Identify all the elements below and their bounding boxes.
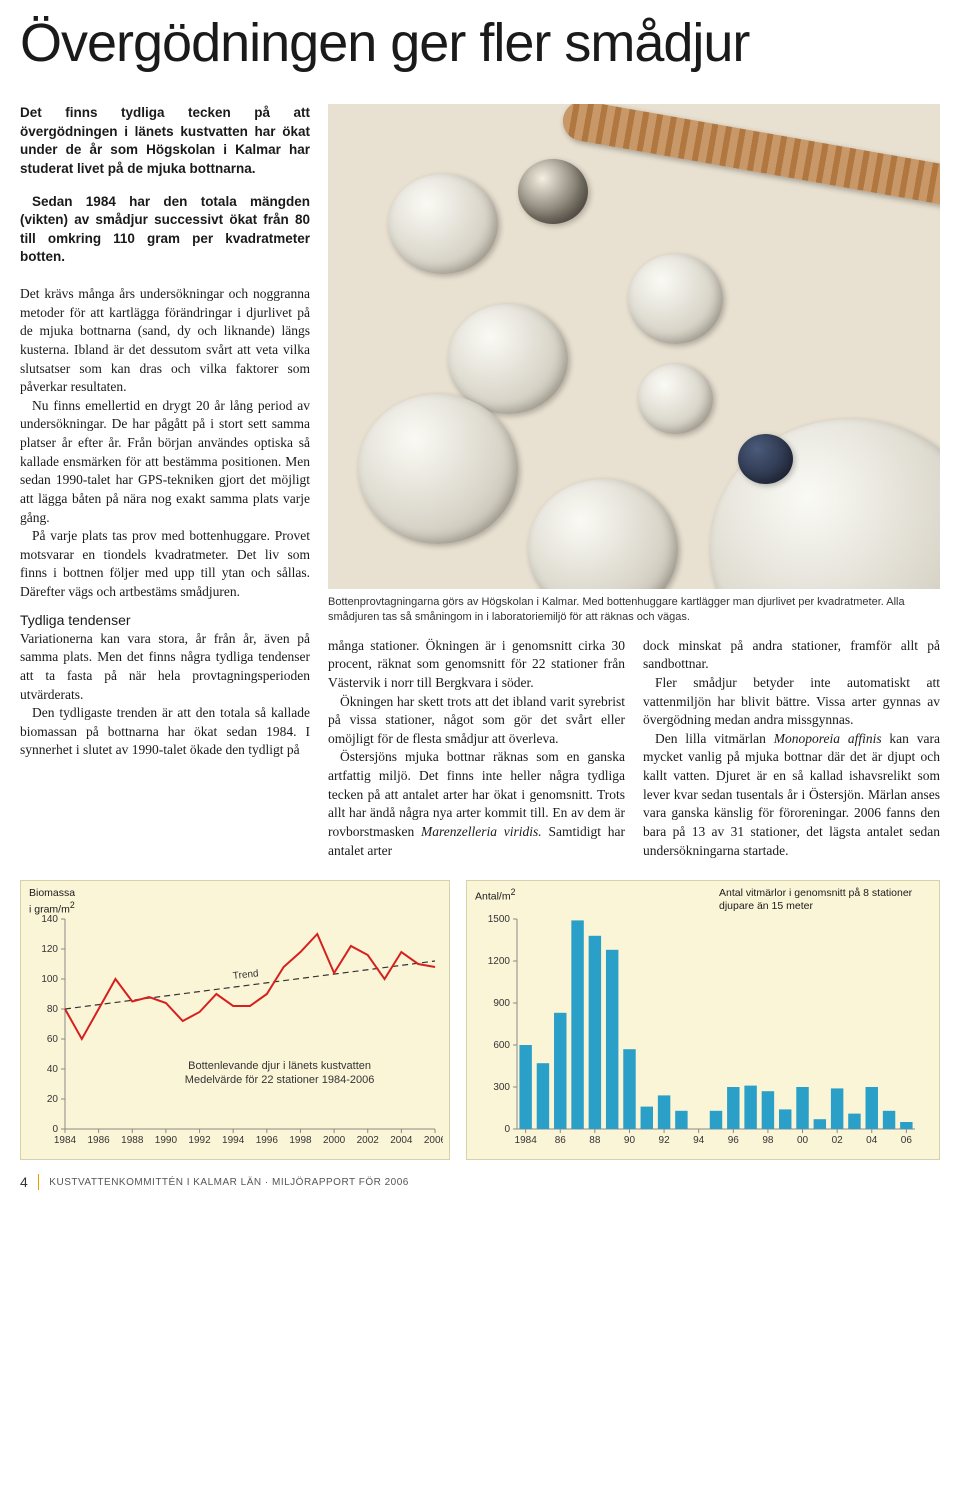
chart2-title: Antal vitmärlor i genomsnitt på 8 statio…	[719, 887, 919, 912]
svg-text:1990: 1990	[155, 1135, 178, 1146]
subheading-tendenser: Tydliga tendenser	[20, 612, 310, 628]
svg-text:1984: 1984	[54, 1135, 77, 1146]
svg-text:0: 0	[504, 1124, 510, 1135]
svg-text:1200: 1200	[488, 956, 511, 967]
page-footer: 4 KUSTVATTENKOMMITTÉN I KALMAR LÄN · MIL…	[20, 1174, 940, 1190]
main-content: Det finns tydliga tecken på att övergödn…	[20, 104, 940, 860]
left-column: Det finns tydliga tecken på att övergödn…	[20, 104, 310, 860]
col2-p1: många stationer. Ökningen är i genomsnit…	[328, 637, 625, 693]
charts-row: Biomassa i gram/m2 020406080100120140198…	[20, 880, 940, 1160]
vitmärlor-bar-chart: Antal/m2 Antal vitmärlor i genomsnitt på…	[466, 880, 940, 1160]
svg-text:1994: 1994	[222, 1135, 245, 1146]
body-paragraph-5: Den tydligaste trenden är att den totala…	[20, 704, 310, 760]
svg-text:94: 94	[693, 1135, 705, 1146]
biomass-svg: 0204060801001201401984198619881990199219…	[29, 891, 443, 1149]
svg-text:1986: 1986	[88, 1135, 111, 1146]
svg-text:1996: 1996	[256, 1135, 279, 1146]
biomass-line-chart: Biomassa i gram/m2 020406080100120140198…	[20, 880, 450, 1160]
photo-seabed-sample	[328, 104, 940, 589]
svg-text:1998: 1998	[289, 1135, 312, 1146]
svg-text:300: 300	[493, 1082, 510, 1093]
svg-text:1984: 1984	[515, 1135, 538, 1146]
col2-p3: Östersjöns mjuka bottnar räknas som en g…	[328, 748, 625, 860]
column-3: dock minskat på andra stationer, framför…	[643, 637, 940, 861]
body-paragraph-3: På varje plats tas prov med bottenhuggar…	[20, 527, 310, 602]
svg-text:98: 98	[762, 1135, 774, 1146]
intro-paragraph-1: Det finns tydliga tecken på att övergödn…	[20, 104, 310, 179]
svg-text:2004: 2004	[390, 1135, 413, 1146]
svg-text:Bottenlevande djur i länets ku: Bottenlevande djur i länets kustvatten	[188, 1060, 371, 1072]
svg-text:02: 02	[832, 1135, 844, 1146]
svg-text:04: 04	[866, 1135, 878, 1146]
col2-p2: Ökningen har skett trots att det ibland …	[328, 693, 625, 749]
svg-text:80: 80	[47, 1004, 59, 1015]
svg-text:600: 600	[493, 1040, 510, 1051]
footer-divider	[38, 1174, 39, 1190]
right-area: Bottenprovtagningarna görs av Högskolan …	[328, 104, 940, 860]
svg-text:60: 60	[47, 1034, 59, 1045]
svg-text:88: 88	[589, 1135, 601, 1146]
column-2: många stationer. Ökningen är i genomsnit…	[328, 637, 625, 861]
svg-text:0: 0	[52, 1124, 58, 1135]
svg-text:20: 20	[47, 1094, 59, 1105]
svg-text:00: 00	[797, 1135, 809, 1146]
svg-text:100: 100	[41, 974, 58, 985]
svg-text:1988: 1988	[121, 1135, 144, 1146]
page-number: 4	[20, 1174, 28, 1190]
svg-text:1500: 1500	[488, 914, 511, 925]
svg-text:2006: 2006	[424, 1135, 443, 1146]
photo-caption: Bottenprovtagningarna görs av Högskolan …	[328, 595, 940, 625]
svg-text:86: 86	[555, 1135, 567, 1146]
svg-text:1992: 1992	[188, 1135, 211, 1146]
svg-text:96: 96	[728, 1135, 740, 1146]
page-title: Övergödningen ger fler smådjur	[20, 12, 940, 74]
intro-paragraph-2: Sedan 1984 har den totala mängden (vikte…	[20, 193, 310, 268]
svg-text:120: 120	[41, 944, 58, 955]
svg-text:92: 92	[659, 1135, 671, 1146]
svg-text:Trend: Trend	[232, 969, 259, 983]
svg-text:2000: 2000	[323, 1135, 346, 1146]
svg-text:40: 40	[47, 1064, 59, 1075]
body-paragraph-1: Det krävs många års undersökningar och n…	[20, 285, 310, 397]
lower-columns: många stationer. Ökningen är i genomsnit…	[328, 637, 940, 861]
vitmarlor-svg: 0 300 600 900 1200 1500 1984 86 88 90 92 94 96 98 00 02…	[475, 891, 925, 1149]
svg-text:900: 900	[493, 998, 510, 1009]
col3-p3: Den lilla vitmärlan Monoporeia affinis k…	[643, 730, 940, 860]
footer-text: KUSTVATTENKOMMITTÉN I KALMAR LÄN · MILJÖ…	[49, 1177, 409, 1188]
svg-text:Medelvärde för 22 stationer 19: Medelvärde för 22 stationer 1984-2006	[185, 1074, 375, 1086]
svg-text:90: 90	[624, 1135, 636, 1146]
body-paragraph-2: Nu finns emellertid en drygt 20 år lång …	[20, 397, 310, 527]
svg-text:06: 06	[901, 1135, 913, 1146]
col3-p2: Fler smådjur betyder inte automatiskt at…	[643, 674, 940, 730]
col3-p1: dock minskat på andra stationer, framför…	[643, 637, 940, 674]
svg-text:2002: 2002	[357, 1135, 380, 1146]
body-paragraph-4: Variationerna kan vara stora, år från år…	[20, 630, 310, 705]
